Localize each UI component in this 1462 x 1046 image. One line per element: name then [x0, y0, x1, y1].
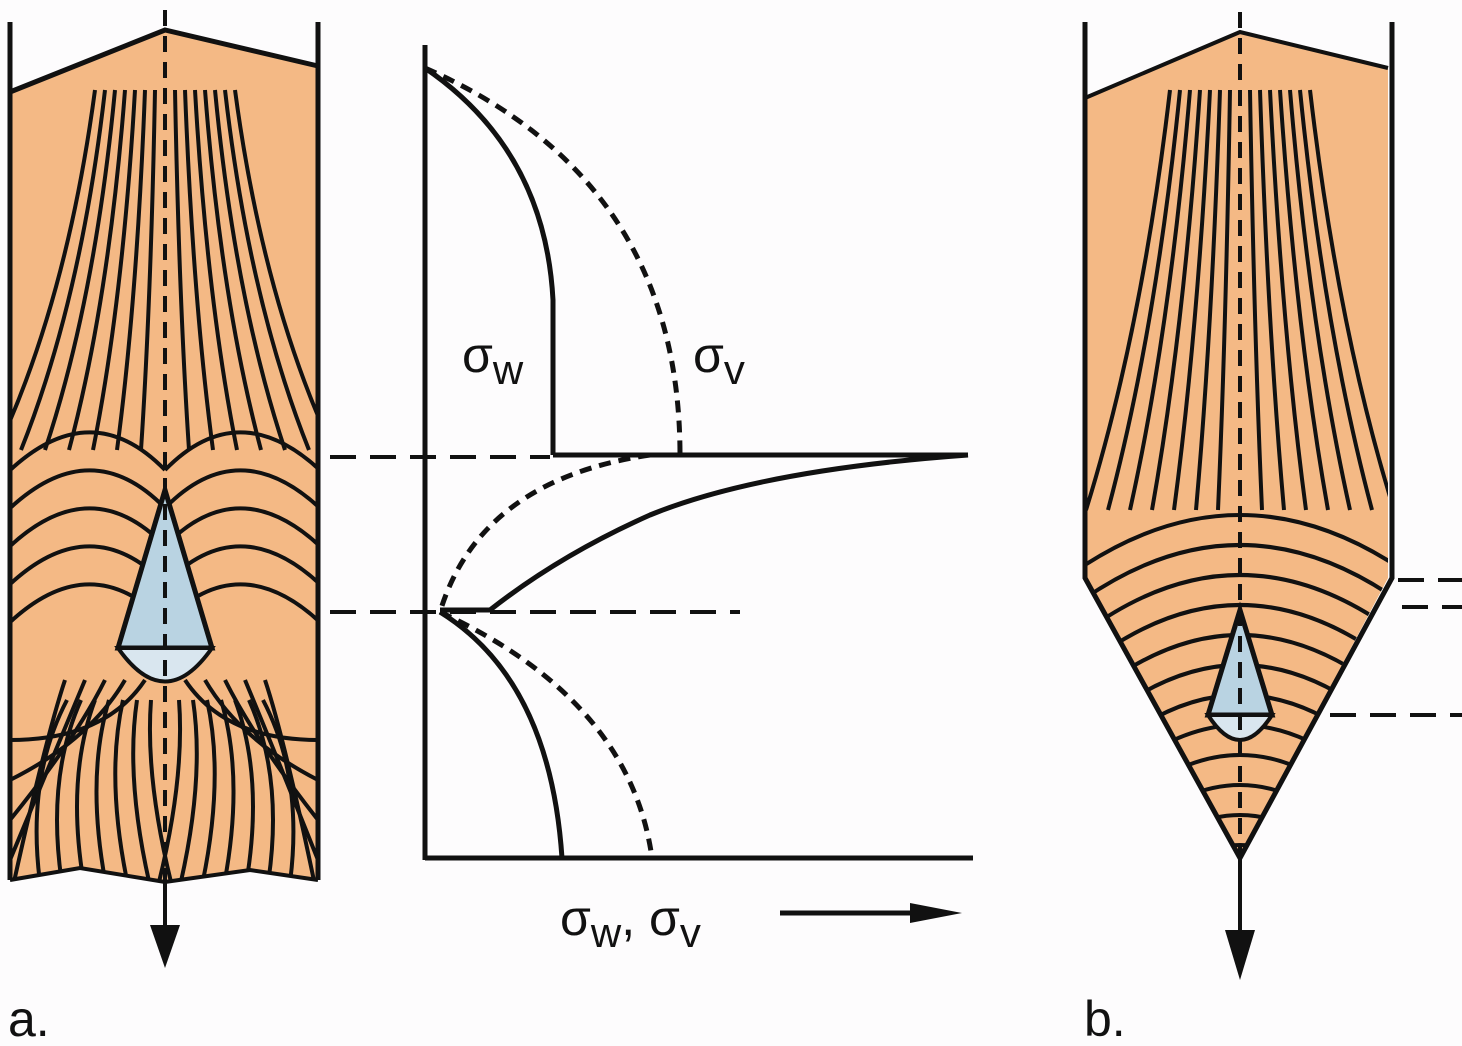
wall-stress-label: σw: [462, 327, 524, 393]
symbol: σ: [560, 890, 591, 946]
panel-label: a.: [8, 991, 50, 1046]
subscript: w: [590, 909, 622, 956]
subscript: v: [724, 346, 745, 393]
symbol: , σ: [621, 890, 680, 946]
subscript: v: [680, 909, 701, 956]
diagram: σw σv σw, σv a. b.: [0, 0, 1462, 1046]
subscript: w: [492, 346, 524, 393]
stress-graph: [330, 45, 973, 923]
symbol: σ: [462, 327, 493, 383]
axis-label: σw, σv: [560, 890, 701, 956]
vertical-stress-label: σv: [693, 327, 745, 393]
panel-label: b.: [1084, 991, 1126, 1046]
symbol: σ: [693, 327, 724, 383]
silo-b: [1050, 12, 1462, 980]
silo-a: [0, 10, 333, 968]
